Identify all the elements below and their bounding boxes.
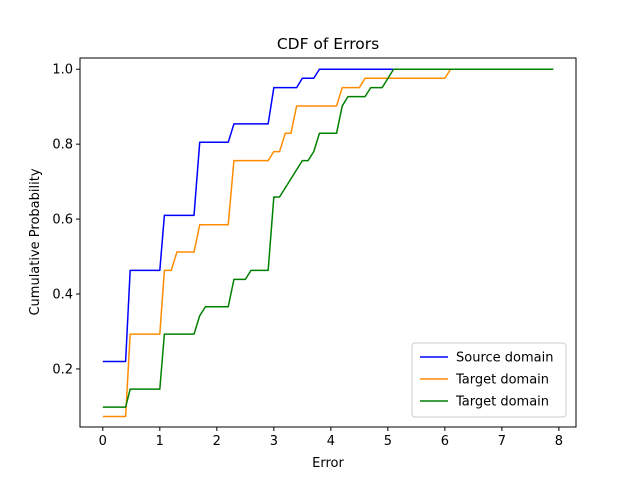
x-axis: 0 1 2 3 4 5 6 7 8 — [99, 427, 563, 449]
series-layer — [102, 68, 554, 418]
x-axis-label: Error — [312, 456, 344, 471]
y-tick-label: 0.2 — [52, 362, 73, 377]
x-tick-label: 3 — [270, 434, 278, 449]
x-tick-label: 8 — [555, 434, 563, 449]
legend-entry: Target domain — [455, 395, 549, 410]
x-tick-label: 5 — [384, 434, 392, 449]
legend-box — [411, 342, 567, 418]
x-tick-label: 4 — [327, 434, 335, 449]
y-axis-label: Cumulative Probability — [28, 168, 43, 315]
y-axis: 0.2 0.4 0.6 0.8 1.0 — [52, 63, 80, 377]
legend-entry: Source domain — [456, 351, 553, 366]
x-tick-label: 2 — [213, 434, 221, 449]
chart-title: CDF of Errors — [277, 35, 379, 53]
y-tick-label: 1.0 — [52, 63, 73, 78]
legend-entry: Target domain — [455, 373, 549, 388]
x-tick-label: 7 — [498, 434, 506, 449]
series-line-1 — [102, 68, 554, 363]
y-tick-label: 0.6 — [52, 213, 73, 228]
y-tick-label: 0.8 — [52, 138, 73, 153]
x-tick-label: 0 — [99, 434, 107, 449]
y-tick-label: 0.4 — [52, 288, 73, 303]
series-line-3 — [102, 68, 554, 408]
series-line-2 — [102, 68, 554, 418]
x-tick-label: 6 — [441, 434, 449, 449]
plot-frame — [79, 57, 577, 428]
x-tick-label: 1 — [156, 434, 164, 449]
legend: Source domain Target domain Target domain — [411, 342, 567, 418]
